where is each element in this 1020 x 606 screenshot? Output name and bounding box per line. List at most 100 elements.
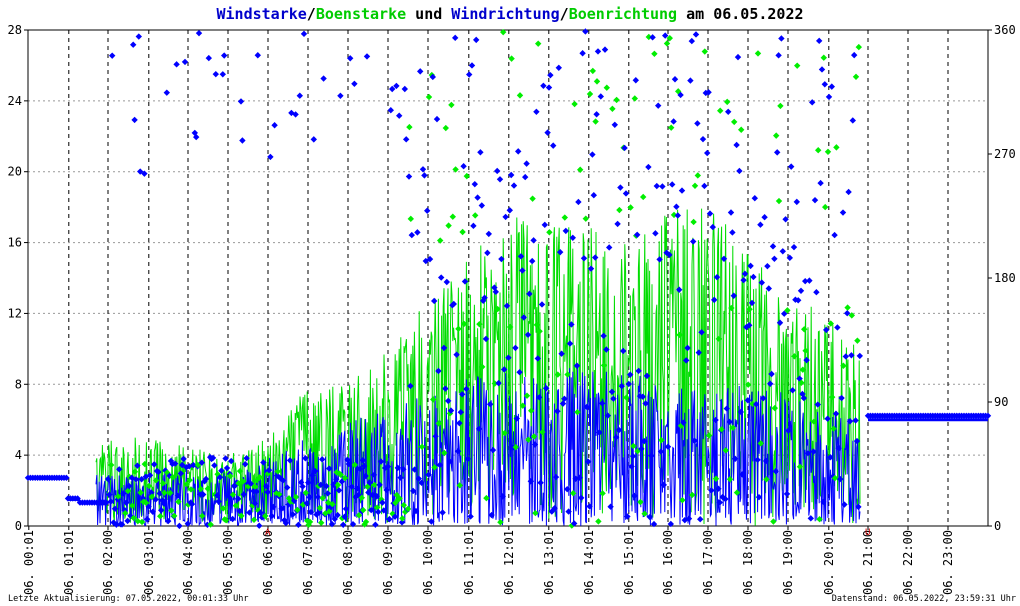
x-tick-label: 06. 19:00 [781, 530, 795, 595]
point-windrichtung [526, 290, 533, 298]
point-windrichtung [436, 461, 443, 469]
point-windrichtung [235, 495, 242, 503]
point-windrichtung [103, 499, 110, 506]
point-windrichtung [729, 229, 736, 236]
point-windrichtung [632, 77, 639, 84]
point-windrichtung [225, 492, 232, 500]
point-windrichtung [408, 231, 415, 239]
point-boenrichtung [668, 124, 675, 131]
point-windrichtung [431, 297, 438, 305]
point-boenrichtung [252, 483, 259, 491]
point-boenrichtung [564, 371, 571, 378]
point-windrichtung [587, 265, 595, 272]
point-boenrichtung [645, 33, 652, 41]
point-windrichtung [348, 483, 355, 490]
point-windrichtung [548, 508, 555, 515]
point-boenrichtung [561, 214, 568, 221]
point-windrichtung [736, 167, 743, 175]
point-windrichtung [572, 475, 579, 482]
point-boenrichtung [754, 50, 762, 57]
point-boenrichtung [516, 92, 524, 99]
point-boenrichtung [840, 362, 847, 369]
point-windrichtung [515, 148, 522, 155]
point-windrichtung [776, 319, 784, 326]
point-windrichtung [830, 473, 837, 480]
point-windrichtung [342, 505, 350, 513]
point-windrichtung [496, 176, 504, 183]
point-boenrichtung [784, 307, 791, 314]
point-windrichtung [586, 503, 593, 510]
point-boenrichtung [616, 206, 623, 214]
point-windrichtung [670, 118, 677, 125]
point-windrichtung [401, 85, 408, 93]
point-windrichtung [764, 262, 771, 270]
point-boenrichtung [726, 475, 734, 483]
point-windrichtung [242, 460, 249, 468]
point-windrichtung [655, 102, 662, 109]
point-windrichtung [643, 372, 651, 380]
point-windrichtung [236, 507, 243, 515]
point-windrichtung [683, 357, 690, 364]
point-windrichtung [524, 331, 532, 338]
point-windrichtung [786, 254, 793, 262]
point-boenrichtung [824, 148, 832, 155]
point-windrichtung [443, 278, 450, 286]
point-boenrichtung [122, 509, 129, 517]
point-windrichtung [482, 335, 490, 343]
x-tick-label: 06. 12:01 [502, 530, 516, 595]
point-windrichtung [757, 221, 764, 228]
point-windrichtung [351, 80, 358, 87]
y-right-tick-label: 0 [994, 519, 1001, 533]
point-windrichtung [629, 452, 637, 460]
point-windrichtung [400, 466, 407, 473]
point-boenrichtung [773, 132, 780, 139]
point-boenrichtung [339, 514, 346, 522]
point-boenrichtung [404, 505, 412, 513]
point-windrichtung [667, 520, 674, 528]
point-windrichtung [772, 468, 779, 475]
point-windrichtung [411, 466, 418, 473]
point-windrichtung [263, 482, 270, 490]
point-windrichtung [216, 474, 224, 481]
point-windrichtung [257, 509, 264, 516]
point-windrichtung [372, 521, 379, 528]
point-windrichtung [781, 310, 788, 317]
point-windrichtung [265, 466, 273, 474]
point-windrichtung [330, 481, 337, 488]
point-boenrichtung [796, 463, 804, 470]
point-boenrichtung [794, 62, 801, 69]
point-boenrichtung [148, 493, 155, 501]
point-windrichtung [141, 170, 148, 177]
point-windrichtung [547, 71, 554, 79]
point-windrichtung [470, 222, 477, 230]
point-boenrichtung [334, 481, 342, 489]
point-boenrichtung [816, 516, 823, 523]
point-windrichtung [561, 395, 568, 402]
point-windrichtung [652, 230, 659, 237]
point-windrichtung [583, 403, 590, 411]
point-windrichtung [432, 433, 439, 440]
x-tick-label: 06. 10:00 [421, 530, 435, 595]
point-boenrichtung [691, 182, 699, 189]
chart-title-part-4: Windrichtung [451, 5, 559, 23]
point-windrichtung [694, 120, 701, 127]
point-boenrichtung [472, 212, 479, 219]
point-boenrichtung [430, 396, 437, 403]
point-windrichtung [456, 419, 463, 427]
point-windrichtung [264, 488, 271, 496]
point-windrichtung [516, 369, 523, 376]
point-windrichtung [195, 29, 203, 37]
point-boenrichtung [187, 486, 195, 493]
point-boenrichtung [449, 213, 456, 220]
point-boenrichtung [600, 362, 608, 369]
grid [28, 30, 988, 526]
point-windrichtung [523, 160, 530, 167]
point-windrichtung [846, 418, 854, 425]
point-boenrichtung [729, 424, 736, 431]
point-windrichtung [739, 471, 746, 478]
point-windrichtung [144, 516, 151, 523]
x-tick-label: 06. 01:01 [62, 530, 76, 595]
point-boenrichtung [425, 93, 433, 101]
point-windrichtung [611, 121, 618, 128]
point-boenrichtung [452, 166, 459, 173]
